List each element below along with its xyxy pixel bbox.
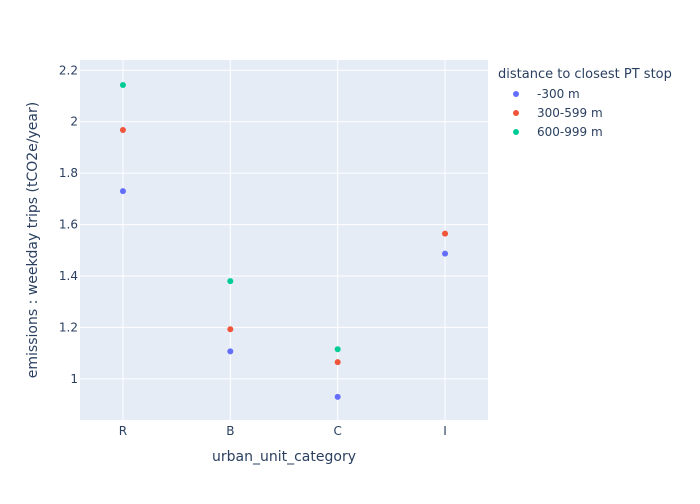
legend-marker <box>513 110 519 116</box>
x-tick-label: B <box>226 424 234 438</box>
x-axis-title: urban_unit_category <box>212 449 356 465</box>
plot-background <box>80 60 488 420</box>
y-tick-label: 2.2 <box>59 63 78 77</box>
legend-label: 600-999 m <box>537 125 603 139</box>
legend-item[interactable]: -300 m <box>513 87 580 101</box>
data-point[interactable] <box>227 348 234 355</box>
grid-layer <box>80 60 488 420</box>
legend-marker <box>513 129 519 135</box>
data-point[interactable] <box>119 81 126 88</box>
y-axis-title: emissions : weekday trips (tCO2e/year) <box>25 102 41 378</box>
data-point[interactable] <box>119 126 126 133</box>
legend-items[interactable]: -300 m 300-599 m 600-999 m <box>513 87 603 139</box>
data-point[interactable] <box>442 230 449 237</box>
legend-item[interactable]: 600-999 m <box>513 125 603 139</box>
data-point[interactable] <box>227 278 234 285</box>
y-tick-label: 1.6 <box>59 218 78 232</box>
data-points <box>119 81 449 400</box>
data-point[interactable] <box>334 346 341 353</box>
x-tick-label: R <box>119 424 127 438</box>
x-tick-label: I <box>443 424 447 438</box>
legend[interactable]: distance to closest PT stop -300 m 300-59… <box>498 67 672 139</box>
data-point[interactable] <box>334 359 341 366</box>
legend-label: 300-599 m <box>537 106 603 120</box>
tick-labels: R B C I 1 1.2 1.4 1.6 1.8 2 2.2 <box>59 63 447 438</box>
legend-title: distance to closest PT stop <box>498 67 672 82</box>
y-tick-label: 2 <box>70 115 78 129</box>
data-point[interactable] <box>334 393 341 400</box>
legend-marker <box>513 91 519 97</box>
y-tick-label: 1.2 <box>59 320 78 334</box>
x-tick-label: C <box>333 424 341 438</box>
y-tick-label: 1.8 <box>59 166 78 180</box>
data-point[interactable] <box>119 188 126 195</box>
y-tick-label: 1.4 <box>59 269 78 283</box>
data-point[interactable] <box>227 326 234 333</box>
legend-item[interactable]: 300-599 m <box>513 106 603 120</box>
legend-label: -300 m <box>537 87 580 101</box>
y-tick-label: 1 <box>70 372 78 386</box>
data-point[interactable] <box>442 250 449 257</box>
